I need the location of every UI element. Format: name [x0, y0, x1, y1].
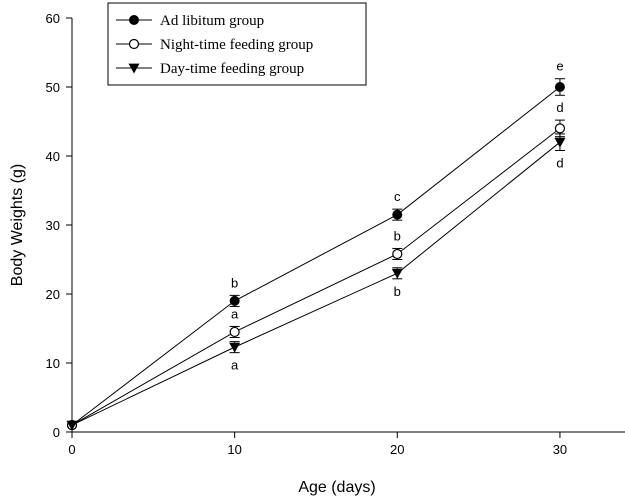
significance-letter: c	[394, 189, 401, 204]
y-tick-label: 20	[46, 287, 60, 302]
y-tick-label: 0	[53, 425, 60, 440]
legend-label: Day-time feeding group	[160, 61, 304, 77]
significance-letter: b	[394, 228, 401, 243]
data-point	[66, 420, 78, 431]
data-point	[229, 342, 241, 353]
series-line	[71, 86, 561, 426]
y-tick-label: 10	[46, 356, 60, 371]
data-point	[391, 268, 403, 279]
significance-letter: d	[556, 100, 563, 115]
x-tick-label: 20	[390, 442, 404, 457]
legend-label: Night-time feeding group	[160, 37, 313, 53]
series-line	[71, 141, 561, 426]
legend-marker	[129, 15, 139, 25]
legend-label: Ad libitum group	[160, 13, 264, 29]
data-point	[229, 326, 240, 338]
significance-letter: d	[556, 155, 563, 170]
data-point	[554, 82, 565, 92]
significance-letter: e	[556, 59, 563, 74]
legend: Ad libitum group Night-time feeding group…	[107, 2, 367, 86]
y-tick-label: 50	[46, 80, 60, 95]
legend-marker	[128, 63, 140, 74]
legend-item: Night-time feeding group	[116, 37, 313, 53]
significance-letter: a	[231, 306, 239, 321]
y-tick-label: 60	[46, 11, 60, 26]
y-axis-title: Body Weights (g)	[9, 164, 26, 286]
legend-item: Ad libitum group	[116, 13, 264, 29]
data-point	[554, 137, 566, 148]
data-point	[229, 295, 240, 306]
series-3	[66, 133, 566, 431]
x-tick-label: 30	[553, 442, 567, 457]
series-line	[71, 128, 561, 426]
significance-letter: b	[394, 284, 401, 299]
series-1	[67, 78, 565, 431]
y-tick-label: 30	[46, 218, 60, 233]
legend-marker	[128, 38, 140, 50]
legend-item: Day-time feeding group	[116, 61, 304, 77]
data-point	[392, 209, 403, 220]
x-tick-label: 10	[227, 442, 241, 457]
ticks: 0 10 20 30 0 10 20 30 40 50 60	[46, 11, 568, 457]
series-2	[66, 119, 566, 431]
significance-letter: b	[231, 275, 238, 290]
y-tick-label: 40	[46, 149, 60, 164]
x-axis-title: Age (days)	[298, 479, 375, 496]
data-point	[392, 248, 403, 260]
series-layer	[66, 78, 566, 431]
significance-letter: a	[231, 358, 239, 373]
data-point	[554, 123, 566, 134]
x-tick-label: 0	[68, 442, 75, 457]
significance-letters: b c e a b d a b d	[231, 59, 564, 373]
